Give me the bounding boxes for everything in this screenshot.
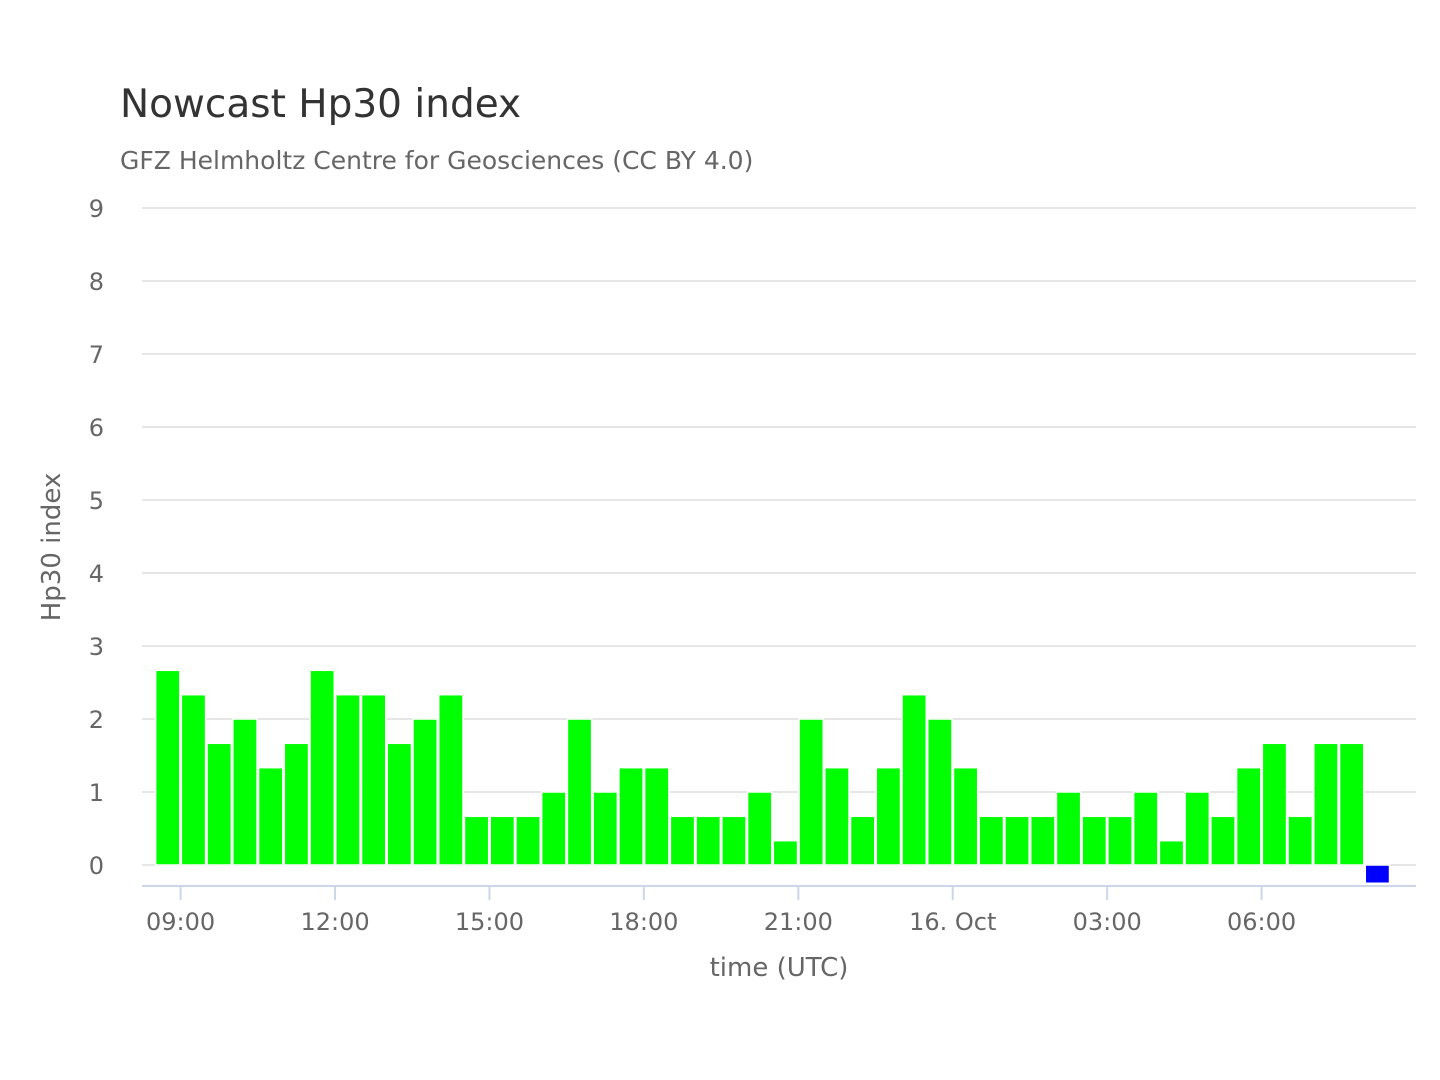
- y-axis-ticks: 0 1 2 3 4 5 6 7 8 9: [89, 195, 104, 880]
- hp30-bar[interactable]: [1210, 815, 1236, 866]
- y-tick-label: 3: [89, 633, 104, 661]
- hp30-bar[interactable]: [669, 815, 696, 866]
- bar-series: [154, 669, 1391, 884]
- hp30-bar[interactable]: [1029, 815, 1056, 866]
- hp30-bar[interactable]: [1338, 742, 1365, 866]
- hp30-bar[interactable]: [875, 766, 902, 866]
- y-tick-label: 7: [89, 341, 104, 369]
- x-tick-label: 09:00: [146, 908, 215, 936]
- x-tick-label: 15:00: [455, 908, 524, 936]
- y-tick-label: 2: [89, 706, 104, 734]
- hp30-bar[interactable]: [592, 791, 619, 866]
- hp30-bar[interactable]: [463, 815, 490, 866]
- x-tick-label: 16. Oct: [909, 908, 996, 936]
- hp30-bar[interactable]: [849, 815, 876, 866]
- hp30-bar[interactable]: [154, 669, 181, 866]
- x-tick-label: 21:00: [764, 908, 833, 936]
- hp30-current-bar[interactable]: [1364, 864, 1391, 884]
- hp30-bar[interactable]: [180, 693, 207, 866]
- hp30-bar[interactable]: [695, 815, 722, 866]
- hp30-bar[interactable]: [360, 693, 387, 866]
- hp30-bar[interactable]: [901, 693, 927, 866]
- hp30-bar[interactable]: [772, 839, 799, 866]
- hp30-bar[interactable]: [1081, 815, 1108, 866]
- hp30-bar[interactable]: [618, 766, 644, 866]
- hp30-bar[interactable]: [515, 815, 541, 866]
- hp30-bar[interactable]: [1107, 815, 1133, 866]
- hp30-bar[interactable]: [1158, 839, 1185, 866]
- y-tick-label: 8: [89, 268, 104, 296]
- hp30-bar[interactable]: [566, 718, 593, 866]
- hp30-bar[interactable]: [412, 718, 438, 866]
- hp30-bar[interactable]: [1287, 815, 1314, 866]
- hp30-bar[interactable]: [952, 766, 979, 866]
- x-tick-label: 06:00: [1227, 908, 1296, 936]
- x-axis: 09:00 12:00 15:00 18:00 21:00 16. Oct 03:00 06:…: [142, 885, 1416, 936]
- hp30-bar[interactable]: [798, 718, 825, 866]
- x-tick-label: 12:00: [300, 908, 369, 936]
- x-axis-title: time (UTC): [710, 953, 849, 983]
- hp30-bar[interactable]: [206, 742, 233, 866]
- hp30-bar[interactable]: [437, 693, 464, 866]
- y-tick-label: 4: [89, 560, 104, 588]
- y-tick-label: 5: [89, 487, 104, 515]
- hp30-bar[interactable]: [283, 742, 310, 866]
- chart-subtitle: GFZ Helmholtz Centre for Geosciences (CC…: [120, 146, 753, 175]
- hp30-bar[interactable]: [746, 791, 773, 866]
- hp30-bar[interactable]: [1313, 742, 1339, 866]
- hp30-bar[interactable]: [1004, 815, 1030, 866]
- hp30-bar[interactable]: [257, 766, 284, 866]
- y-tick-label: 0: [89, 852, 104, 880]
- hp30-bar[interactable]: [978, 815, 1005, 866]
- chart-title: Nowcast Hp30 index: [120, 82, 521, 127]
- hp30-bar[interactable]: [643, 766, 670, 866]
- hp30-bar[interactable]: [386, 742, 413, 866]
- hp30-bar[interactable]: [721, 815, 747, 866]
- hp30-bar[interactable]: [540, 791, 567, 866]
- hp30-bar[interactable]: [1132, 791, 1159, 866]
- x-tick-label: 18:00: [609, 908, 678, 936]
- hp30-bar[interactable]: [335, 693, 361, 866]
- hp30-bar[interactable]: [1235, 766, 1262, 866]
- hp30-bar[interactable]: [824, 766, 850, 866]
- y-axis-title: Hp30 index: [37, 473, 67, 622]
- hp30-bar[interactable]: [309, 669, 336, 866]
- y-tick-label: 1: [89, 779, 104, 807]
- x-tick-label: 03:00: [1073, 908, 1142, 936]
- hp30-bar[interactable]: [232, 718, 258, 866]
- hp30-bar[interactable]: [1184, 791, 1211, 866]
- y-tick-label: 9: [89, 195, 104, 223]
- hp30-bar[interactable]: [1261, 742, 1288, 866]
- hp30-bar[interactable]: [489, 815, 516, 866]
- hp30-bar[interactable]: [1055, 791, 1082, 866]
- hp30-bar[interactable]: [926, 718, 953, 866]
- y-tick-label: 6: [89, 414, 104, 442]
